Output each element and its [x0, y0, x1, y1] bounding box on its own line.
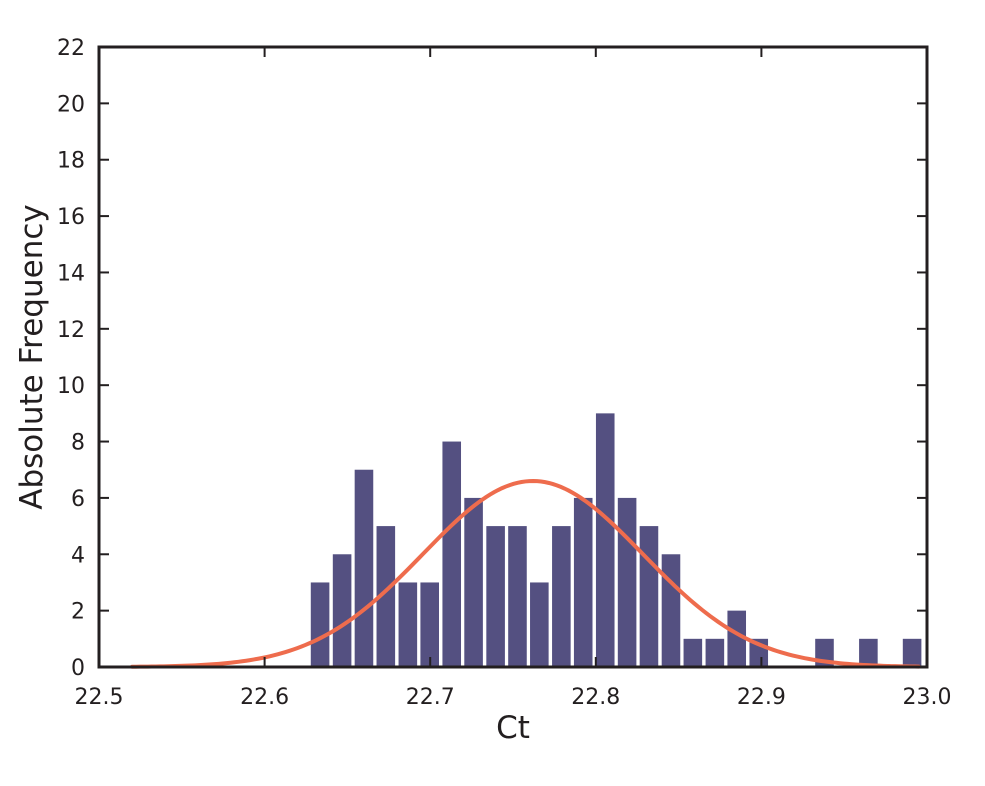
histogram-bar [902, 638, 922, 667]
histogram-bar [464, 497, 483, 667]
y-tick-label: 2 [71, 600, 85, 625]
histogram-bar [486, 526, 505, 667]
y-tick-label: 18 [57, 149, 85, 174]
histogram-bar [508, 526, 527, 667]
histogram-bar [573, 497, 593, 667]
x-tick-label: 23.0 [903, 685, 952, 710]
histogram-bar [376, 526, 396, 667]
histogram-bar [595, 413, 615, 667]
normal-fit-curve [130, 478, 921, 669]
x-tick-label: 22.6 [240, 685, 289, 710]
histogram-bar [683, 638, 703, 667]
histogram-bar [398, 582, 418, 667]
y-tick-label: 12 [57, 318, 85, 343]
y-tick-label: 6 [71, 487, 85, 512]
x-axis-title: Ct [496, 710, 530, 746]
y-tick-labels: 0 2 4 6 8 10 12 14 16 18 20 22 [57, 36, 85, 681]
y-tick-label: 20 [57, 92, 85, 117]
y-axis-title: Absolute Frequency [14, 204, 50, 510]
histogram-bar [727, 610, 747, 667]
histogram-bar [354, 469, 374, 667]
plot-frame [97, 45, 929, 669]
y-tick-label: 8 [71, 431, 85, 456]
x-tick-label: 22.7 [406, 685, 455, 710]
y-tick-label: 0 [71, 656, 85, 681]
y-tick-label: 14 [57, 261, 85, 286]
histogram-bar [310, 582, 330, 667]
axis-ticks [98, 46, 928, 668]
histogram-bar [442, 441, 462, 667]
histogram-bar [859, 638, 878, 667]
x-tick-labels: 22.5 22.6 22.7 22.8 22.9 23.0 [75, 685, 952, 710]
fit-curve-layer [130, 478, 921, 669]
x-tick-label: 22.8 [571, 685, 620, 710]
histogram-bar [530, 582, 549, 667]
histogram-bar [420, 582, 439, 667]
histogram-bar [617, 497, 637, 667]
y-tick-label: 10 [57, 374, 85, 399]
histogram-bar [705, 638, 725, 667]
y-tick-label: 16 [57, 205, 85, 230]
histogram-bars [310, 413, 922, 667]
x-tick-label: 22.5 [75, 685, 124, 710]
y-tick-label: 4 [71, 543, 85, 568]
histogram-bar [661, 554, 681, 667]
histogram-bar [332, 554, 352, 667]
histogram-bar [639, 526, 659, 667]
y-tick-label: 22 [57, 36, 85, 61]
histogram-bar [552, 526, 571, 667]
x-tick-label: 22.9 [737, 685, 786, 710]
